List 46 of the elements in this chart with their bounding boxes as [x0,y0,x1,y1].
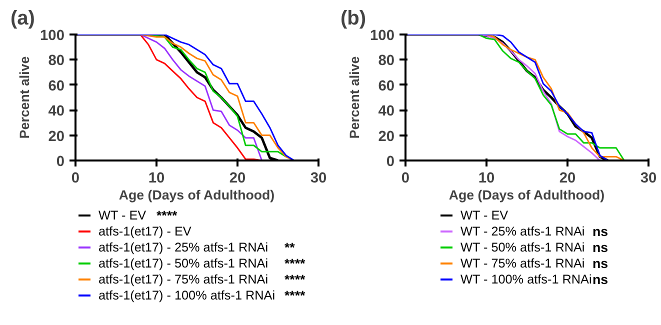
y-tick-label: 80 [48,53,65,70]
text: ns [592,240,608,255]
y-axis-title: Percent alive [347,56,362,139]
y-tick-label: 20 [48,128,65,145]
y-tick-label: 0 [56,154,65,170]
x-axis-title: Age (Days of Adulthood) [118,188,275,202]
legend-label: atfs-1(et17) - 25% atfs-1 RNAi [98,240,268,254]
legend-label: WT - EV [460,208,509,222]
text: ns [592,256,608,271]
y-axis-title: Percent alive [17,56,32,139]
text: ns [592,224,608,239]
text: ns [592,272,608,287]
chart-title: (a) [10,8,35,30]
x-tick-label: 0 [401,170,410,186]
x-tick-label: 30 [310,170,327,186]
y-tick-label: 20 [378,128,395,145]
x-tick-label: 20 [229,170,246,186]
y-tick-label: 0 [386,154,395,170]
text: ** [284,240,296,255]
legend-label: WT - 100% atfs-1 RNAi [460,272,592,286]
legend-label: atfs-1(et17) - 100% atfs-1 RNAi [98,288,276,302]
y-tick-label: 60 [378,78,395,94]
text: **** [284,256,306,271]
x-axis-title: Age (Days of Adulthood) [448,188,605,202]
x-tick-label: 10 [478,170,495,186]
y-tick-label: 100 [370,28,395,44]
text: **** [284,288,306,303]
legend-label: WT - 75% atfs-1 RNAi [460,256,585,270]
x-tick-label: 20 [559,170,576,186]
x-tick-label: 30 [640,170,657,186]
legend-label: WT - 25% atfs-1 RNAi [460,224,585,238]
legend-label: WT - EV [98,208,147,222]
legend-label: atfs-1(et17) - 50% atfs-1 RNAi [98,256,268,270]
y-tick-label: 40 [378,104,395,120]
y-tick-label: 40 [48,104,65,120]
y-tick-label: 60 [48,78,65,94]
y-tick-label: 80 [378,53,395,70]
legend-label: atfs-1(et17) - EV [98,224,192,238]
text: **** [284,272,306,287]
legend-label: WT - 50% atfs-1 RNAi [460,240,585,254]
chart-title: (b) [340,8,366,30]
x-tick-label: 10 [148,170,165,186]
legend-label: atfs-1(et17) - 75% atfs-1 RNAi [98,272,268,286]
x-tick-label: 0 [71,170,80,186]
y-tick-label: 100 [40,28,65,44]
text: **** [156,208,178,223]
